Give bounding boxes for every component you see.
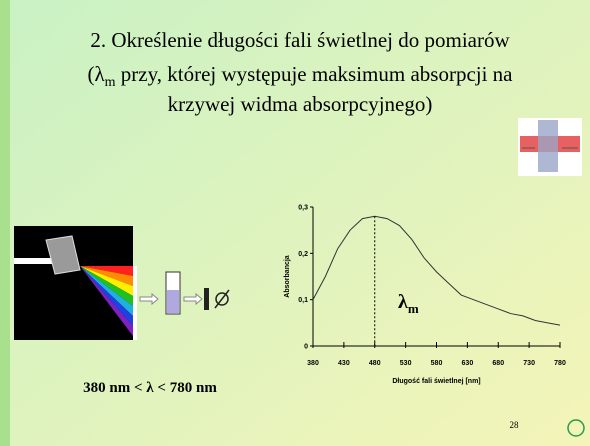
- title-part: przy, której występuje maksimum absorpcj…: [116, 62, 514, 86]
- x-tick-label: 380: [307, 360, 319, 367]
- lambda-subscript: m: [408, 301, 419, 316]
- x-tick-label: 780: [554, 360, 566, 367]
- y-tick-label: 0: [304, 344, 308, 351]
- x-tick-label: 730: [523, 360, 535, 367]
- page-number: 28: [510, 420, 520, 430]
- title-line: 2. Określenie długości fali świetlnej do…: [90, 28, 510, 52]
- side-strip: [0, 0, 10, 446]
- lambda-symbol: λ: [398, 291, 408, 313]
- y-axis-label: Absorbancja: [284, 255, 291, 298]
- x-tick-label: 580: [431, 360, 443, 367]
- y-tick-label: 0,1: [298, 297, 308, 304]
- y-tick-label: 0,3: [298, 205, 308, 212]
- cuvette-icon: [518, 118, 582, 176]
- x-axis-label: Długość fali świetlnej [nm]: [392, 378, 480, 385]
- x-tick-label: 680: [492, 360, 504, 367]
- title-line: krzywej widma absorpcyjnego): [168, 92, 433, 116]
- x-tick-label: 630: [462, 360, 474, 367]
- title-subscript: m: [105, 75, 116, 90]
- range-text: 380 nm < λ < 780 nm: [83, 380, 217, 396]
- title-part: (λ: [87, 62, 105, 86]
- title-line: (λm przy, której występuje maksimum abso…: [87, 62, 513, 90]
- x-tick-label: 430: [338, 360, 350, 367]
- x-tick-label: 530: [400, 360, 412, 367]
- slide: 2. Określenie długości fali świetlnej do…: [0, 0, 590, 446]
- y-tick-label: 0,2: [298, 251, 308, 258]
- x-tick-label: 480: [369, 360, 381, 367]
